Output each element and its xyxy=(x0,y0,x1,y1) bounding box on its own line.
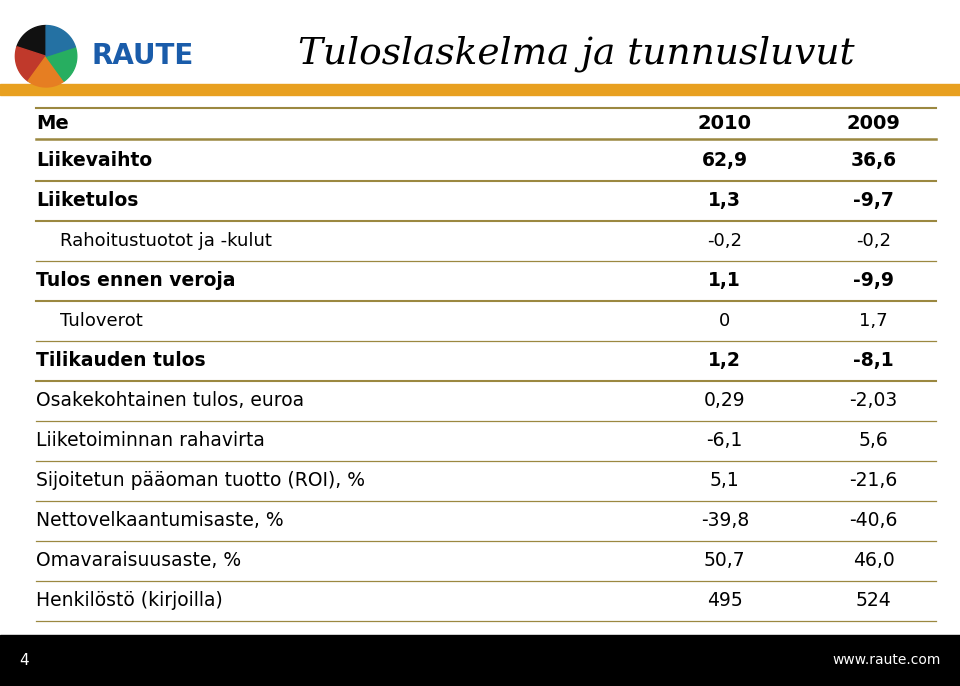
Text: Tilikauden tulos: Tilikauden tulos xyxy=(36,351,206,370)
Text: 46,0: 46,0 xyxy=(852,552,895,570)
Text: Tuloslaskelma ja tunnusluvut: Tuloslaskelma ja tunnusluvut xyxy=(298,35,854,72)
Text: -40,6: -40,6 xyxy=(850,511,898,530)
Text: 524: 524 xyxy=(855,591,892,611)
Text: Nettovelkaantumisaste, %: Nettovelkaantumisaste, % xyxy=(36,511,284,530)
Text: 2010: 2010 xyxy=(698,114,752,133)
Text: 36,6: 36,6 xyxy=(851,151,897,170)
Text: 5,1: 5,1 xyxy=(710,471,739,490)
Text: Liiketoiminnan rahavirta: Liiketoiminnan rahavirta xyxy=(36,431,265,450)
Text: -39,8: -39,8 xyxy=(701,511,749,530)
Text: -21,6: -21,6 xyxy=(850,471,898,490)
Text: Tulos ennen veroja: Tulos ennen veroja xyxy=(36,271,236,290)
Text: -2,03: -2,03 xyxy=(850,391,898,410)
Text: 62,9: 62,9 xyxy=(702,151,748,170)
Text: Rahoitustuotot ja -kulut: Rahoitustuotot ja -kulut xyxy=(60,232,273,250)
Bar xyxy=(0,635,960,686)
Text: Omavaraisuusaste, %: Omavaraisuusaste, % xyxy=(36,552,242,570)
Text: 1,1: 1,1 xyxy=(708,271,741,290)
Text: Me: Me xyxy=(36,114,69,133)
Text: 0,29: 0,29 xyxy=(704,391,746,410)
Text: Liiketulos: Liiketulos xyxy=(36,191,139,210)
Text: RAUTE: RAUTE xyxy=(91,43,194,70)
Text: -6,1: -6,1 xyxy=(707,431,743,450)
Text: -0,2: -0,2 xyxy=(708,232,742,250)
Text: 1,2: 1,2 xyxy=(708,351,741,370)
Text: -9,7: -9,7 xyxy=(853,191,894,210)
Polygon shape xyxy=(46,47,77,81)
Text: 4: 4 xyxy=(19,653,29,667)
Text: 0: 0 xyxy=(719,311,731,330)
Text: Osakekohtainen tulos, euroa: Osakekohtainen tulos, euroa xyxy=(36,391,304,410)
Text: www.raute.com: www.raute.com xyxy=(832,653,941,667)
Bar xyxy=(0,84,960,95)
Polygon shape xyxy=(17,25,46,56)
Text: -8,1: -8,1 xyxy=(853,351,894,370)
Text: Liikevaihto: Liikevaihto xyxy=(36,151,153,170)
Text: 1,3: 1,3 xyxy=(708,191,741,210)
Text: -9,9: -9,9 xyxy=(853,271,894,290)
Text: 495: 495 xyxy=(707,591,743,611)
Text: Henkilöstö (kirjoilla): Henkilöstö (kirjoilla) xyxy=(36,591,224,611)
Text: 50,7: 50,7 xyxy=(704,552,746,570)
Polygon shape xyxy=(46,25,75,56)
Text: Tuloverot: Tuloverot xyxy=(60,311,143,330)
Text: 5,6: 5,6 xyxy=(859,431,888,450)
Text: 1,7: 1,7 xyxy=(859,311,888,330)
Polygon shape xyxy=(15,47,46,81)
Text: 2009: 2009 xyxy=(847,114,900,133)
Text: Sijoitetun pääoman tuotto (ROI), %: Sijoitetun pääoman tuotto (ROI), % xyxy=(36,471,366,490)
Text: -0,2: -0,2 xyxy=(856,232,891,250)
Polygon shape xyxy=(28,56,64,87)
